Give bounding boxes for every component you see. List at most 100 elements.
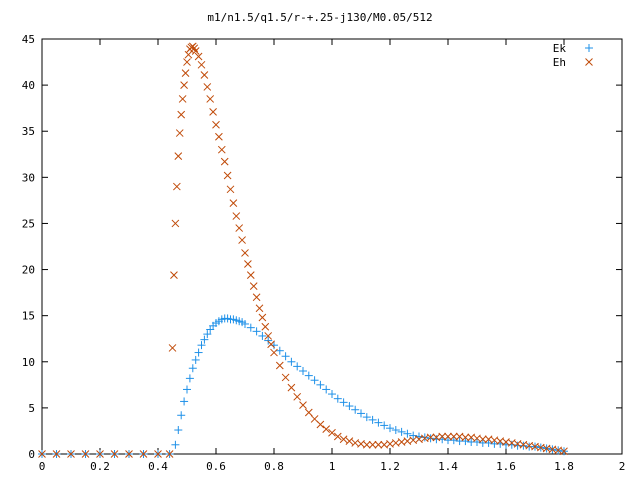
ek-point: [328, 390, 336, 399]
eh-point: [287, 383, 296, 392]
eh-point: [226, 185, 235, 194]
y-tick-label: 40: [22, 79, 35, 92]
ek-point: [183, 385, 191, 394]
eh-point: [438, 432, 447, 441]
eh-point: [328, 428, 336, 437]
eh-point: [139, 450, 148, 458]
ek-point: [252, 327, 261, 336]
ek-point: [174, 426, 183, 435]
ek-point: [519, 441, 528, 450]
x-tick-label: 0.6: [206, 460, 226, 473]
ek-point: [351, 405, 360, 414]
eh-point: [200, 71, 209, 79]
eh-point: [255, 304, 264, 313]
series-ek-markers: [38, 314, 568, 458]
ek-point: [191, 355, 200, 364]
eh-point: [183, 58, 191, 66]
eh-point: [203, 83, 212, 91]
ticks: 0 0.2 0.4 0.6 0.8 1 1.2 1.4 1.6 1.8 20510152025303…: [22, 33, 626, 473]
eh-point: [110, 450, 119, 458]
ek-point: [171, 440, 180, 449]
eh-point: [238, 236, 246, 244]
eh-point: [281, 373, 290, 382]
eh-point: [267, 340, 275, 349]
eh-point: [172, 182, 181, 191]
ek-point: [194, 348, 203, 357]
eh-point: [171, 219, 180, 228]
ek-point: [275, 346, 284, 355]
ek-point: [426, 434, 435, 443]
ek-point: [345, 402, 354, 411]
chart-title: m1/n1.5/q1.5/r-+.25-j130/M0.05/512: [207, 11, 432, 24]
eh-point: [67, 450, 75, 458]
eh-point: [449, 432, 458, 441]
eh-point: [345, 437, 354, 445]
ek-point: [246, 323, 255, 332]
eh-point: [191, 47, 200, 55]
ek-point: [287, 357, 296, 366]
eh-point: [181, 69, 190, 77]
eh-point: [444, 432, 452, 441]
ek-point: [357, 409, 365, 418]
ek-point: [420, 433, 429, 442]
x-tick-label: 1.2: [380, 460, 400, 473]
eh-point: [52, 450, 61, 458]
eh-point: [177, 110, 186, 119]
ek-point: [241, 319, 249, 328]
series-eh-markers: [38, 42, 568, 458]
eh-point: [264, 332, 273, 340]
y-tick-label: 45: [22, 33, 35, 46]
ek-point: [368, 415, 377, 424]
ek-point: [180, 397, 189, 406]
eh-point: [339, 435, 348, 444]
y-tick-label: 15: [22, 310, 35, 323]
y-tick-label: 10: [22, 356, 35, 369]
eh-point: [241, 249, 249, 257]
x-tick-label: 1.6: [496, 460, 516, 473]
x-tick-label: 0.8: [264, 460, 284, 473]
x-tick-label: 2: [619, 460, 626, 473]
eh-point: [249, 282, 258, 291]
eh-point: [125, 450, 133, 458]
ek-point: [310, 376, 319, 385]
x-tick-label: 1: [329, 460, 336, 473]
eh-point: [184, 50, 193, 59]
x-tick-label: 0.2: [90, 460, 110, 473]
y-tick-label: 5: [28, 402, 35, 415]
ek-point: [374, 418, 383, 427]
legend-marker-eh: [585, 58, 593, 66]
ek-point: [185, 374, 194, 383]
eh-point: [229, 199, 238, 208]
eh-point: [374, 440, 383, 449]
y-tick-label: 30: [22, 171, 35, 184]
legend-label-eh: Eh: [553, 56, 566, 69]
eh-point: [235, 224, 244, 232]
legend-label-ek: Ek: [553, 42, 567, 55]
eh-point: [212, 120, 220, 129]
ek-point: [403, 429, 412, 438]
x-tick-label: 0.4: [148, 460, 168, 473]
eh-point: [81, 450, 90, 458]
eh-point: [223, 171, 232, 180]
eh-point: [232, 212, 241, 220]
eh-point: [170, 271, 178, 279]
eh-point: [293, 392, 302, 401]
y-tick-label: 0: [28, 448, 35, 461]
eh-point: [304, 408, 313, 417]
ek-point: [203, 330, 212, 339]
ek-point: [397, 427, 406, 436]
eh-point: [299, 401, 307, 409]
ek-point: [322, 385, 331, 394]
eh-point: [246, 271, 255, 279]
eh-point: [194, 52, 203, 61]
eh-point: [154, 450, 162, 458]
ek-point: [304, 371, 313, 380]
eh-point: [275, 361, 284, 370]
x-tick-label: 1.4: [438, 460, 458, 473]
y-tick-label: 20: [22, 264, 35, 277]
x-tick-label: 0: [39, 460, 46, 473]
eh-point: [362, 440, 371, 449]
